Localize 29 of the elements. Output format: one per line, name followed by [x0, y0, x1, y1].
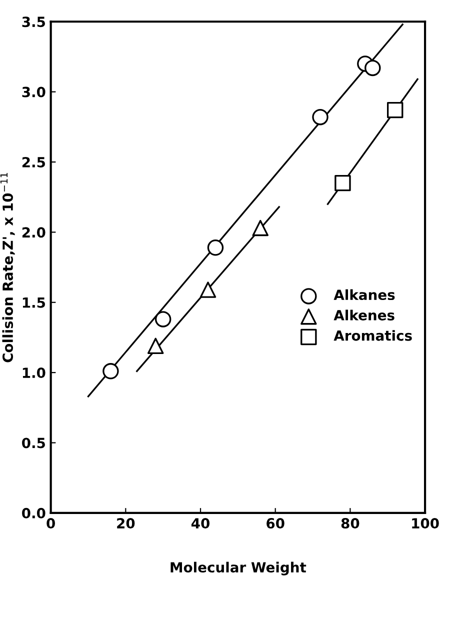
legend-label: Alkanes: [334, 289, 395, 300]
point: [364, 60, 381, 76]
y-tick-label: 2.5: [22, 156, 45, 168]
x-tick-label: 60: [266, 518, 284, 529]
x-tick-label: 80: [341, 518, 360, 529]
y-axis-title: Collision Rate,Z', x 10$^{−11}$: [0, 172, 15, 362]
x-tick-label: 0: [46, 518, 55, 529]
y-tick-label: 0.0: [22, 508, 46, 518]
point: [102, 363, 119, 380]
y-tick-label: 1.0: [22, 368, 46, 378]
x-tick-label: 100: [412, 518, 439, 529]
x-axis-title: Molecular Weight: [170, 562, 306, 576]
point: [386, 102, 404, 118]
y-tick-label: 3.0: [22, 86, 46, 98]
point: [334, 174, 351, 192]
point: [154, 311, 172, 328]
point: [147, 338, 164, 354]
point: [252, 220, 268, 236]
x-tick-label: 40: [191, 518, 210, 529]
y-tick-label: 1.5: [22, 298, 45, 308]
point: [207, 240, 224, 256]
y-tick-label: 0.5: [22, 438, 45, 448]
point: [200, 282, 216, 298]
point: [312, 108, 328, 126]
x-tick-label: 20: [117, 518, 135, 529]
y-tick-label: 3.5: [22, 16, 45, 28]
legend-label: Aromatics: [334, 330, 412, 341]
legend-label: Alkenes: [334, 310, 394, 320]
y-tick-label: 2.0: [22, 227, 46, 238]
